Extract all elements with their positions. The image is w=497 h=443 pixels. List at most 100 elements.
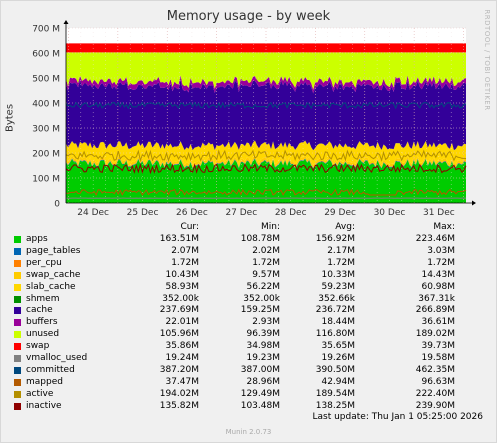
legend-max: 39.73M [421,341,455,352]
legend-min: 9.57M [252,269,280,280]
legend-row-unused: unused 105.96M 96.39M 116.80M 189.02M [0,329,497,341]
x-tick-label: 31 Dec [423,208,455,215]
legend-max: 223.46M [415,234,455,244]
legend-avg: 236.72M [315,305,355,316]
line-mapped [65,188,467,196]
legend-cur: 352.00k [162,293,199,304]
legend-name: active [26,388,54,399]
legend-name: swap_cache [26,269,81,280]
legend-cur: 10.43M [165,269,199,280]
area-slab-cache [66,140,466,166]
legend-avg: 189.54M [315,388,355,399]
legend-avg: 19.26M [321,353,355,363]
line-committed [65,101,467,110]
legend-name: per_cpu [26,257,62,268]
legend-cur: 135.82M [159,400,199,411]
legend-min: 108.78M [240,234,280,244]
legend-name: inactive [26,400,62,411]
legend-cur: 35.86M [165,341,199,352]
legend-min: 2.02M [252,245,280,256]
legend-swatch [14,343,21,351]
chart-title: Memory usage - by week [166,9,331,24]
legend-swatch [14,378,21,386]
legend-min: 159.25M [240,305,280,316]
legend-row-swap: swap 35.86M 34.98M 35.65M 39.73M [0,341,497,353]
x-tick-label: 24 Dec [77,208,109,215]
legend-max: 14.43M [421,269,455,280]
y-tick-label: 400 M [32,100,60,110]
legend-avg: 138.25M [315,400,355,411]
legend-avg: 42.94M [321,376,355,387]
legend-avg: 116.80M [315,329,355,340]
header-max: Max: [433,222,455,232]
legend-max: 266.89M [415,305,455,316]
legend-max: 1.72M [427,257,455,268]
legend-swatch [14,331,21,339]
y-tick-label: 200 M [32,150,60,160]
legend-cur: 19.24M [165,353,199,363]
legend-min: 129.49M [240,388,280,399]
legend-swatch [14,236,21,243]
legend-max: 19.58M [421,353,455,363]
legend-row-buffers: buffers 22.01M 2.93M 18.44M 36.61M [0,317,497,329]
legend-row-active: active 194.02M 129.49M 189.54M 222.40M [0,389,497,401]
header-cur: Cur: [180,222,199,232]
x-tick-label: 29 Dec [324,208,356,215]
legend-max: 367.31k [418,293,455,304]
legend-row-cache: cache 237.69M 159.25M 236.72M 266.89M [0,305,497,317]
legend-max: 189.02M [415,329,455,340]
legend-row-committed: committed 387.20M 387.00M 390.50M 462.35M [0,365,497,377]
legend-swatch [14,355,21,362]
legend-cur: 1.72M [171,257,199,268]
area-buffers [66,75,466,94]
memory-chart: 0 100 M 200 M 300 M 400 M 500 M 600 M 700 M 24 D… [32,20,476,215]
x-tick-label: 25 Dec [127,208,159,215]
area-swap [66,43,466,53]
legend-avg: 352.66k [318,293,355,304]
y-tick-label: 0 [54,200,60,210]
legend-swatch [14,402,21,410]
legend-name: swap [26,341,50,352]
legend-name: page_tables [26,245,81,256]
area-per-cpu [66,158,466,168]
legend-avg: 10.33M [321,269,355,280]
legend-name: shmem [26,293,60,304]
legend-avg: 2.17M [327,245,355,256]
legend-avg: 18.44M [321,317,355,328]
x-tick-label: 30 Dec [374,208,406,215]
legend-min: 34.98M [246,341,280,352]
legend-row-mapped: mapped 37.47M 28.96M 42.94M 96.63M [0,377,497,389]
line-active [65,149,467,163]
legend-swatch [14,295,21,303]
legend-row-slab-cache: slab_cache 58.93M 56.22M 59.23M 60.98M [0,282,497,294]
x-tick-label: 28 Dec [275,208,307,215]
legend-avg: 156.92M [315,234,355,244]
legend-row-shmem: shmem 352.00k 352.00k 352.66k 367.31k [0,294,497,306]
x-tick-label: 27 Dec [225,208,257,215]
x-tick-label: 26 Dec [176,208,208,215]
header-min: Min: [260,222,280,232]
legend-row-swap-cache: swap_cache 10.43M 9.57M 10.33M 14.43M [0,270,497,282]
legend-max: 222.40M [415,388,455,399]
legend-min: 2.93M [252,317,280,328]
legend-name: apps [26,234,48,244]
legend-min: 96.39M [246,329,280,340]
legend-max: 462.35M [415,364,455,375]
legend-name: mapped [26,376,63,387]
header-avg: Avg: [335,222,355,232]
legend-swatch [14,247,21,255]
legend-cur: 387.20M [159,364,199,375]
legend-row-vmalloc-used: vmalloc_used 19.24M 19.23M 19.26M 19.58M [0,353,497,365]
legend-avg: 1.72M [327,257,355,268]
y-tick-label: 600 M [32,50,60,60]
legend-name: buffers [26,317,58,328]
legend-max: 96.63M [421,376,455,387]
y-tick-label: 100 M [32,175,60,185]
legend-row-per-cpu: per_cpu 1.72M 1.72M 1.72M 1.72M [0,258,497,270]
legend-row-inactive: inactive 135.82M 103.48M 138.25M 239.90M [0,401,497,413]
line-inactive [65,162,467,175]
area-page-tables [66,158,466,169]
legend-row-page-tables: page_tables 2.07M 2.02M 2.17M 3.03M [0,246,497,258]
legend-max: 36.61M [421,317,455,328]
legend-avg: 390.50M [315,364,355,375]
